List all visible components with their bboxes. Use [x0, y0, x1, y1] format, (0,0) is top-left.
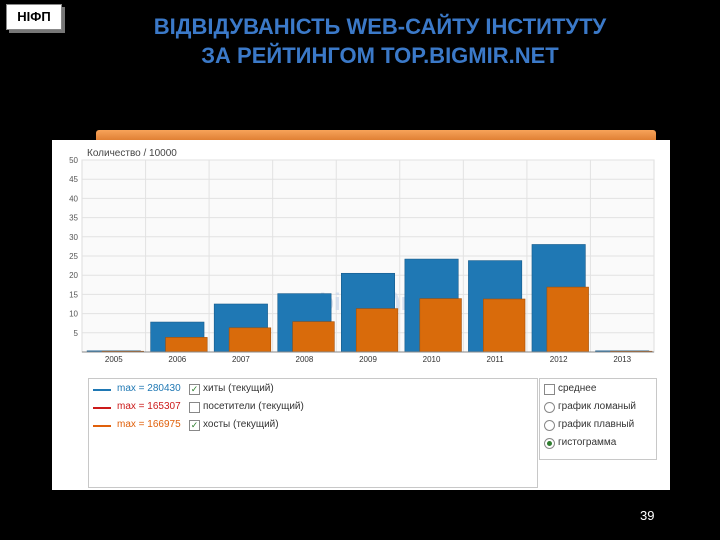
title-line-1: ВІДВІДУВАНІСТЬ WEB-САЙТУ ІНСТИТУТУ — [153, 14, 607, 39]
y-tick-label: 10 — [69, 310, 78, 319]
x-tick-label: 2009 — [359, 355, 377, 364]
bar-hosts — [419, 298, 462, 353]
page-number: 39 — [640, 508, 655, 523]
bar-hosts — [483, 298, 526, 353]
bar-hosts — [292, 321, 335, 353]
x-tick-label: 2013 — [613, 355, 631, 364]
series-color-line — [93, 407, 111, 409]
x-tick-label: 2006 — [168, 355, 186, 364]
y-tick-label: 25 — [69, 252, 78, 261]
option-label: гистограмма — [558, 437, 617, 448]
y-axis-label: Количество / 10000 — [87, 148, 177, 159]
slide-title: ВІДВІДУВАНІСТЬ WEB-САЙТУ ІНСТИТУТУ ЗА РЕ… — [80, 12, 680, 70]
radio-button-selected[interactable] — [544, 438, 555, 449]
y-tick-label: 30 — [69, 233, 78, 242]
series-label: хиты (текущий) — [203, 383, 274, 394]
series-checkbox[interactable] — [189, 402, 200, 413]
y-tick-label: 35 — [69, 214, 78, 223]
x-tick-label: 2012 — [550, 355, 568, 364]
series-legend: max = 280430 ✓ хиты (текущий) max = 1653… — [88, 378, 538, 488]
x-tick-label: 2007 — [232, 355, 250, 364]
radio-button[interactable] — [544, 420, 555, 431]
option-label: среднее — [558, 383, 597, 394]
logo-nifp: НІФП — [6, 4, 62, 30]
title-line-2: ЗА РЕЙТИНГОМ TOP.BIGMIR.NET — [201, 43, 559, 68]
bar-hosts — [546, 286, 589, 353]
bar-hosts — [355, 308, 399, 353]
series-label: хосты (текущий) — [203, 419, 279, 430]
chart-options: среднее график ломаный график плавный ги… — [539, 378, 657, 460]
legend-max-value: max = 280430 — [117, 383, 181, 394]
series-color-line — [93, 389, 111, 391]
legend-max-value: max = 165307 — [117, 401, 181, 412]
legend-max-value: max = 166975 — [117, 419, 181, 430]
x-tick-label: 2005 — [105, 355, 123, 364]
option-label: график ломаный — [558, 401, 636, 412]
bar-hosts — [165, 337, 208, 353]
y-tick-label: 20 — [69, 271, 78, 280]
y-tick-label: 5 — [74, 329, 79, 338]
y-tick-label: 50 — [69, 156, 78, 165]
x-tick-label: 2011 — [487, 355, 505, 364]
average-checkbox[interactable] — [544, 384, 555, 395]
y-tick-label: 45 — [69, 175, 78, 184]
series-label: посетители (текущий) — [203, 401, 304, 412]
radio-button[interactable] — [544, 402, 555, 413]
x-tick-label: 2008 — [296, 355, 314, 364]
y-tick-label: 15 — [69, 290, 78, 299]
x-tick-label: 2010 — [423, 355, 441, 364]
series-color-line — [93, 425, 111, 427]
series-checkbox[interactable]: ✓ — [189, 420, 200, 431]
y-tick-label: 40 — [69, 194, 78, 203]
bar-hosts — [228, 327, 272, 353]
option-label: график плавный — [558, 419, 635, 430]
series-checkbox[interactable]: ✓ — [189, 384, 200, 395]
